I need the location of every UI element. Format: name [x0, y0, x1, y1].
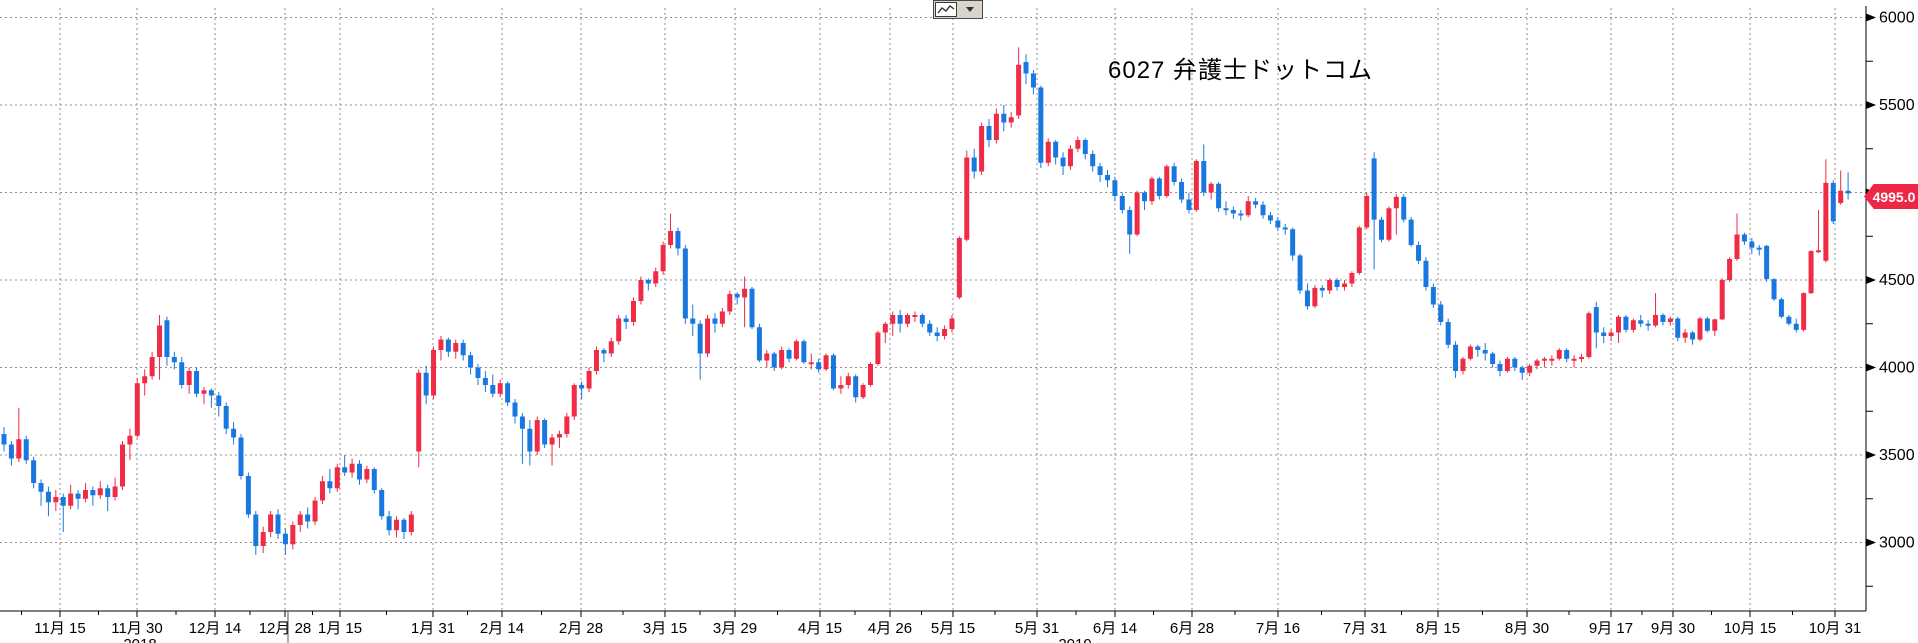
svg-text:10月 31: 10月 31 [1809, 620, 1862, 637]
candles-layer [1, 47, 1851, 555]
last-price-value: 4995.0 [1872, 188, 1916, 205]
svg-text:3000: 3000 [1879, 535, 1915, 552]
svg-text:9月 30: 9月 30 [1651, 620, 1695, 637]
svg-text:1月 31: 1月 31 [411, 620, 455, 637]
svg-text:12月 14: 12月 14 [189, 620, 242, 637]
svg-text:8月 15: 8月 15 [1416, 620, 1460, 637]
svg-text:8月 30: 8月 30 [1505, 620, 1549, 637]
svg-text:12月 28: 12月 28 [259, 620, 312, 637]
svg-text:2018: 2018 [123, 636, 156, 643]
y-axis: 3000350040004500500055006000 [1865, 6, 1915, 611]
line-chart-icon [935, 2, 957, 17]
svg-text:11月 15: 11月 15 [34, 620, 85, 637]
svg-text:11月 30: 11月 30 [111, 620, 162, 637]
svg-text:4000: 4000 [1879, 360, 1915, 377]
svg-text:5月 15: 5月 15 [931, 620, 975, 637]
svg-text:6月 14: 6月 14 [1093, 620, 1137, 637]
chart-type-button[interactable] [933, 0, 983, 19]
svg-text:7月 31: 7月 31 [1343, 620, 1387, 637]
h-gridlines [0, 17, 1866, 543]
svg-text:4月 26: 4月 26 [868, 620, 912, 637]
chart-title: 6027 弁護士ドットコム [1108, 57, 1374, 84]
svg-text:5500: 5500 [1879, 97, 1915, 114]
last-price-flag: 4995.0 [1864, 184, 1918, 209]
svg-text:2月 28: 2月 28 [559, 620, 603, 637]
svg-text:3月 29: 3月 29 [713, 620, 757, 637]
svg-text:7月 16: 7月 16 [1256, 620, 1300, 637]
svg-text:6000: 6000 [1879, 10, 1915, 27]
svg-text:5月 31: 5月 31 [1015, 620, 1059, 637]
svg-text:2月 14: 2月 14 [480, 620, 524, 637]
svg-text:3月 15: 3月 15 [643, 620, 687, 637]
svg-text:6月 28: 6月 28 [1170, 620, 1214, 637]
svg-text:3500: 3500 [1879, 447, 1915, 464]
svg-text:4月 15: 4月 15 [798, 620, 842, 637]
svg-text:1月 15: 1月 15 [318, 620, 362, 637]
v-gridlines [59, 8, 1836, 611]
svg-text:2019: 2019 [1058, 636, 1091, 643]
svg-text:4500: 4500 [1879, 272, 1915, 289]
svg-text:9月 17: 9月 17 [1589, 620, 1633, 637]
svg-text:10月 15: 10月 15 [1724, 620, 1777, 637]
dropdown-caret-icon [966, 7, 974, 12]
x-axis: 11月 15 11月 30 12月 14 12月 28 1月 15 1月 31 2月 14 2… [0, 610, 1866, 643]
